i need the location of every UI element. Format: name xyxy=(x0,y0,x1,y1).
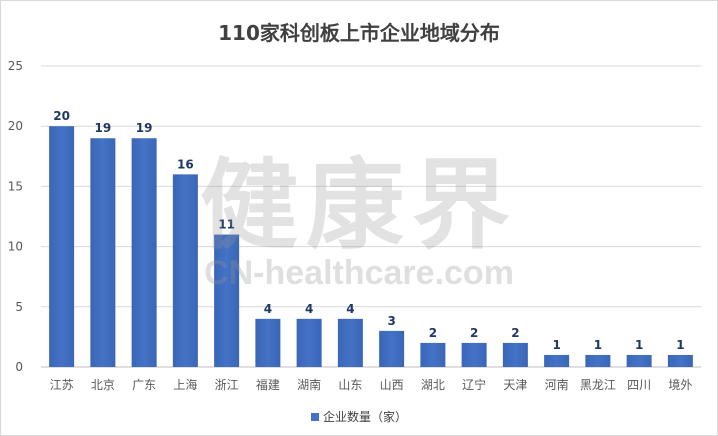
bar xyxy=(502,342,528,367)
bar xyxy=(337,318,363,367)
legend-swatch xyxy=(310,413,319,421)
data-label: 20 xyxy=(53,109,70,123)
x-tick-label: 山西 xyxy=(380,378,404,392)
data-label: 2 xyxy=(511,326,519,340)
bar xyxy=(420,342,446,367)
bar xyxy=(296,318,322,367)
y-tick-label: 10 xyxy=(8,240,23,254)
x-tick-label: 黑龙江 xyxy=(580,378,616,392)
x-tick-label: 湖北 xyxy=(421,377,445,392)
y-tick-label: 0 xyxy=(15,360,23,374)
bar xyxy=(214,234,240,367)
bar xyxy=(626,354,652,367)
bar xyxy=(131,138,157,367)
bar xyxy=(172,174,198,367)
x-tick-label: 湖南 xyxy=(297,377,321,392)
data-label: 16 xyxy=(177,157,194,171)
legend-label: 企业数量（家） xyxy=(322,410,407,424)
data-label: 2 xyxy=(470,326,478,340)
data-label: 1 xyxy=(594,338,602,352)
chart-title: 110家科创板上市企业地域分布 xyxy=(218,21,500,45)
x-tick-label: 天津 xyxy=(503,378,527,392)
bar xyxy=(667,354,693,367)
data-label: 4 xyxy=(264,302,272,316)
x-tick-label: 境外 xyxy=(668,377,692,392)
x-tick-label: 山东 xyxy=(338,378,362,392)
x-tick-label: 江苏 xyxy=(50,378,74,392)
bar xyxy=(255,318,281,367)
data-label: 4 xyxy=(305,302,313,316)
bar xyxy=(544,354,570,367)
bar xyxy=(585,354,611,367)
data-label: 4 xyxy=(346,302,354,316)
y-tick-label: 25 xyxy=(8,59,23,73)
x-tick-label: 浙江 xyxy=(215,378,239,392)
y-tick-label: 5 xyxy=(15,300,23,314)
data-label: 1 xyxy=(635,338,643,352)
x-tick-label: 辽宁 xyxy=(462,377,486,392)
data-label: 1 xyxy=(676,338,684,352)
bar xyxy=(461,342,487,367)
bar xyxy=(90,138,116,367)
bar xyxy=(49,126,75,367)
y-tick-label: 20 xyxy=(8,119,23,133)
data-label: 2 xyxy=(429,326,437,340)
bar xyxy=(379,330,405,367)
data-label: 19 xyxy=(136,121,153,135)
legend: 企业数量（家） xyxy=(1,408,717,425)
x-tick-label: 河南 xyxy=(545,377,569,392)
x-tick-label: 四川 xyxy=(627,378,651,392)
x-tick-label: 福建 xyxy=(256,377,280,392)
data-label: 3 xyxy=(387,314,395,328)
y-tick-label: 15 xyxy=(8,179,23,193)
x-tick-label: 上海 xyxy=(173,377,197,392)
data-label: 11 xyxy=(218,218,235,232)
x-tick-label: 广东 xyxy=(132,378,156,392)
x-tick-label: 北京 xyxy=(91,378,115,392)
data-label: 1 xyxy=(552,338,560,352)
data-label: 19 xyxy=(95,121,112,135)
